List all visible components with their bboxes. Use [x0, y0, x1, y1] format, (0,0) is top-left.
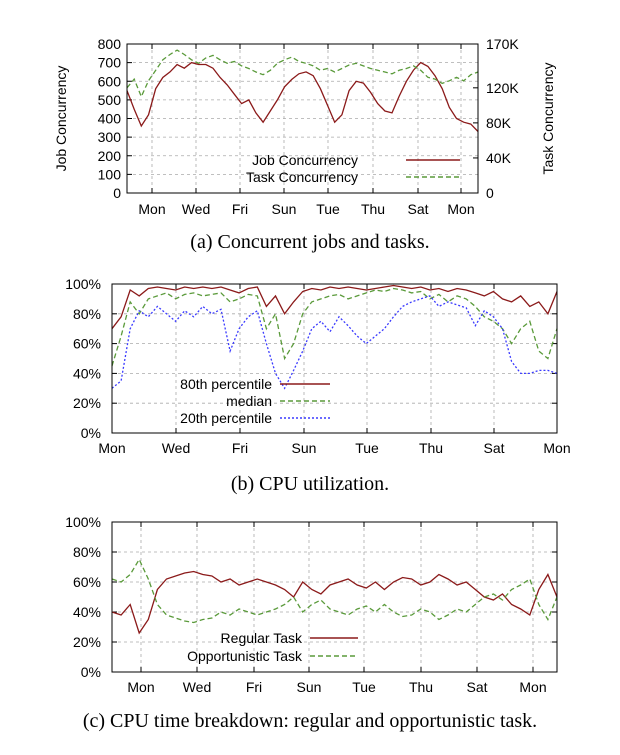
x-tick-label: Mon — [98, 440, 125, 456]
y-tick-label: 100% — [65, 276, 101, 292]
x-tick-label: Tue — [316, 201, 340, 217]
y-tick-label: 300 — [98, 129, 122, 145]
series-line-regular-task — [111, 570, 558, 635]
x-tick-label: Mon — [543, 440, 570, 456]
y-tick-label: 0% — [81, 425, 101, 441]
series-line-median — [111, 287, 558, 367]
series-line-job-concurrency — [126, 61, 479, 132]
legend-label: 80th percentile — [180, 376, 272, 392]
y-tick-label: 0% — [81, 664, 101, 680]
y-tick-label: 20% — [73, 634, 101, 650]
x-tick-label: Sat — [483, 440, 504, 456]
y-tick-label: 600 — [98, 73, 122, 89]
y-tick-label: 700 — [98, 55, 122, 71]
y-tick-label: 60% — [73, 574, 101, 590]
x-tick-label: Mon — [447, 201, 474, 217]
y2-tick-label: 80K — [486, 115, 512, 131]
y-tick-label: 100% — [65, 514, 101, 530]
series-line-opportunistic-task — [111, 558, 558, 624]
y2-axis-label: Task Concurrency — [540, 62, 556, 174]
plot-frame — [111, 283, 558, 434]
caption: (c) CPU time breakdown: regular and oppo… — [83, 710, 537, 732]
panel-c: 0% 20% 40% 60% 80% 100% Mon Wed Fri Sun Tue Thu Sat M… — [65, 514, 558, 732]
y-tick-label: 40% — [73, 604, 101, 620]
x-tick-label: Thu — [361, 201, 385, 217]
y-axis-label: Job Concurrency — [53, 66, 69, 172]
y-tick-label: 200 — [98, 148, 122, 164]
legend-label: 20th percentile — [180, 410, 272, 426]
x-tick-label: Mon — [127, 679, 154, 695]
x-tick-label: Fri — [246, 679, 262, 695]
y2-tick-label: 120K — [486, 80, 519, 96]
x-tick-label: Wed — [183, 679, 212, 695]
y-tick-label: 100 — [98, 166, 122, 182]
legend-label: Regular Task — [221, 630, 303, 646]
y-tick-label: 60% — [73, 336, 101, 352]
panel-a: 0 100 200 300 400 500 600 700 800 Mon Wed Fri Sun Tue… — [53, 36, 556, 253]
x-tick-label: Thu — [419, 440, 443, 456]
x-tick-label: Mon — [519, 679, 546, 695]
x-tick-label: Sun — [297, 679, 322, 695]
x-tick-label: Sat — [466, 679, 487, 695]
x-tick-label: Sat — [407, 201, 428, 217]
y-tick-label: 500 — [98, 92, 122, 108]
y-tick-label: 40% — [73, 365, 101, 381]
x-tick-label: Fri — [232, 440, 248, 456]
series-line-80th-percentile — [111, 284, 558, 330]
y-tick-label: 80% — [73, 544, 101, 560]
y-tick-label: 800 — [98, 36, 122, 52]
plot-frame — [111, 521, 558, 673]
y2-tick-label: 40K — [486, 150, 512, 166]
x-tick-label: Sun — [292, 440, 317, 456]
legend-label: median — [226, 393, 272, 409]
y-tick-label: 80% — [73, 306, 101, 322]
x-tick-label: Wed — [182, 201, 211, 217]
plot-frame — [126, 43, 479, 194]
caption: (a) Concurrent jobs and tasks. — [190, 231, 429, 253]
y-tick-label: 400 — [98, 111, 122, 127]
legend-label: Task Concurrency — [246, 169, 358, 185]
caption: (b) CPU utilization. — [231, 473, 389, 495]
legend-label: Opportunistic Task — [187, 648, 303, 664]
y2-tick-label: 170K — [486, 36, 519, 52]
x-tick-label: Wed — [162, 440, 191, 456]
panel-b: 0% 20% 40% 60% 80% 100% Mon Wed Fri Sun Tue Thu Sat M… — [65, 276, 570, 495]
legend-label: Job Concurrency — [252, 152, 358, 168]
y2-tick-label: 0 — [486, 185, 494, 201]
x-tick-label: Tue — [352, 679, 376, 695]
x-tick-label: Thu — [409, 679, 433, 695]
x-tick-label: Tue — [355, 440, 379, 456]
x-tick-label: Sun — [272, 201, 297, 217]
x-tick-label: Fri — [232, 201, 248, 217]
y-tick-label: 20% — [73, 395, 101, 411]
series-line-20th-percentile — [111, 295, 558, 390]
series-line-task-concurrency — [126, 49, 479, 99]
y-tick-label: 0 — [113, 185, 121, 201]
x-tick-label: Mon — [138, 201, 165, 217]
